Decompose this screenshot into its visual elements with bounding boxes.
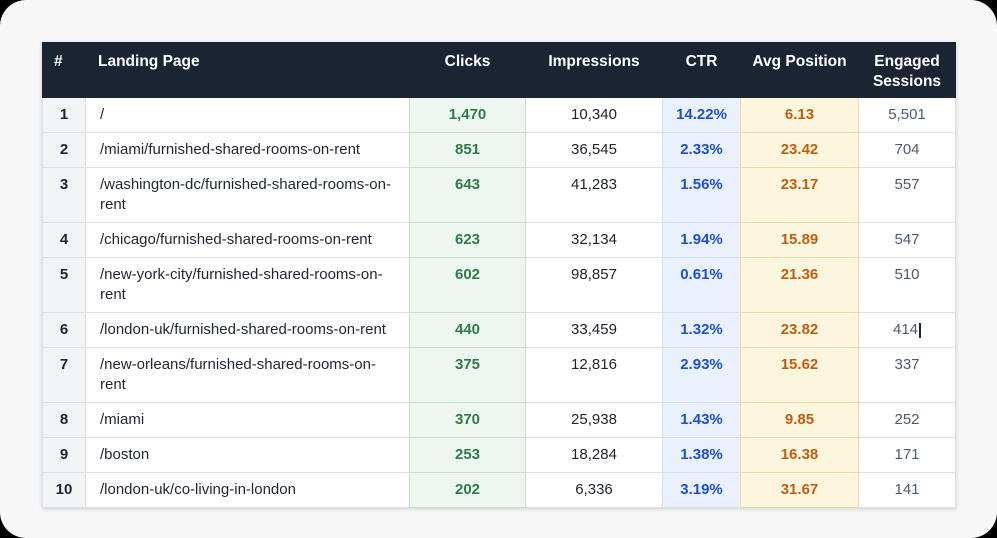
cell-avg-position[interactable]: 23.17 bbox=[740, 167, 859, 223]
cell-engaged-sessions[interactable]: 141 bbox=[858, 472, 956, 508]
cell-clicks[interactable]: 1,470 bbox=[409, 97, 526, 133]
cell-avg-position[interactable]: 23.82 bbox=[740, 312, 859, 348]
table-row: 1 / 1,470 10,340 14.22% 6.13 5,501 bbox=[42, 97, 956, 133]
cell-rank[interactable]: 6 bbox=[42, 312, 86, 348]
cell-rank[interactable]: 5 bbox=[42, 257, 86, 313]
cell-clicks[interactable]: 375 bbox=[409, 347, 526, 403]
cell-impressions[interactable]: 98,857 bbox=[525, 257, 663, 313]
table-header: # Landing Page Clicks Impressions CTR Av… bbox=[42, 42, 956, 98]
table-row: 7 /new-orleans/furnished-shared-rooms-on… bbox=[42, 347, 956, 403]
cell-landing-page[interactable]: /boston bbox=[85, 437, 410, 473]
header-row: # Landing Page Clicks Impressions CTR Av… bbox=[42, 42, 956, 98]
cell-clicks[interactable]: 370 bbox=[409, 402, 526, 438]
cell-ctr[interactable]: 2.33% bbox=[662, 132, 741, 168]
cell-rank[interactable]: 1 bbox=[42, 97, 86, 133]
cell-ctr[interactable]: 1.56% bbox=[662, 167, 741, 223]
table-row: 9 /boston 253 18,284 1.38% 16.38 171 bbox=[42, 437, 956, 473]
table-row: 6 /london-uk/furnished-shared-rooms-on-r… bbox=[42, 312, 956, 348]
cell-avg-position[interactable]: 9.85 bbox=[740, 402, 859, 438]
cell-engaged-sessions[interactable]: 337 bbox=[858, 347, 956, 403]
cell-avg-position[interactable]: 16.38 bbox=[740, 437, 859, 473]
cell-ctr[interactable]: 2.93% bbox=[662, 347, 741, 403]
cell-landing-page[interactable]: /london-uk/co-living-in-london bbox=[85, 472, 410, 508]
cell-clicks[interactable]: 623 bbox=[409, 222, 526, 258]
cell-impressions[interactable]: 18,284 bbox=[525, 437, 663, 473]
cell-impressions[interactable]: 36,545 bbox=[525, 132, 663, 168]
cell-landing-page[interactable]: /new-orleans/furnished-shared-rooms-on-r… bbox=[85, 347, 410, 403]
cell-landing-page[interactable]: /washington-dc/furnished-shared-rooms-on… bbox=[85, 167, 410, 223]
table-row: 8 /miami 370 25,938 1.43% 9.85 252 bbox=[42, 402, 956, 438]
landing-pages-table: # Landing Page Clicks Impressions CTR Av… bbox=[42, 42, 956, 508]
cell-avg-position[interactable]: 23.42 bbox=[740, 132, 859, 168]
cell-engaged-sessions[interactable]: 171 bbox=[858, 437, 956, 473]
cell-avg-position[interactable]: 15.89 bbox=[740, 222, 859, 258]
cell-ctr[interactable]: 1.94% bbox=[662, 222, 741, 258]
cell-ctr[interactable]: 14.22% bbox=[662, 97, 741, 133]
cell-rank[interactable]: 8 bbox=[42, 402, 86, 438]
column-header-clicks: Clicks bbox=[409, 42, 526, 98]
cell-rank[interactable]: 2 bbox=[42, 132, 86, 168]
cell-ctr[interactable]: 1.43% bbox=[662, 402, 741, 438]
table-row: 3 /washington-dc/furnished-shared-rooms-… bbox=[42, 167, 956, 223]
table-row: 10 /london-uk/co-living-in-london 202 6,… bbox=[42, 472, 956, 508]
cell-avg-position[interactable]: 15.62 bbox=[740, 347, 859, 403]
cell-landing-page[interactable]: /miami bbox=[85, 402, 410, 438]
cell-rank[interactable]: 3 bbox=[42, 167, 86, 223]
cell-clicks[interactable]: 440 bbox=[409, 312, 526, 348]
cell-engaged-sessions[interactable]: 547 bbox=[858, 222, 956, 258]
cell-rank[interactable]: 9 bbox=[42, 437, 86, 473]
cell-avg-position[interactable]: 6.13 bbox=[740, 97, 859, 133]
cell-landing-page[interactable]: /new-york-city/furnished-shared-rooms-on… bbox=[85, 257, 410, 313]
cell-rank[interactable]: 10 bbox=[42, 472, 86, 508]
cell-clicks[interactable]: 643 bbox=[409, 167, 526, 223]
table-row: 4 /chicago/furnished-shared-rooms-on-ren… bbox=[42, 222, 956, 258]
column-header-rank: # bbox=[42, 42, 86, 98]
cell-engaged-sessions[interactable]: 252 bbox=[858, 402, 956, 438]
cell-impressions[interactable]: 32,134 bbox=[525, 222, 663, 258]
cell-impressions[interactable]: 6,336 bbox=[525, 472, 663, 508]
cell-ctr[interactable]: 1.32% bbox=[662, 312, 741, 348]
cell-rank[interactable]: 4 bbox=[42, 222, 86, 258]
cell-engaged-sessions[interactable]: 704 bbox=[858, 132, 956, 168]
cell-clicks[interactable]: 253 bbox=[409, 437, 526, 473]
text-cursor bbox=[919, 323, 922, 338]
table-body: 1 / 1,470 10,340 14.22% 6.13 5,501 2 /mi… bbox=[42, 97, 956, 508]
column-header-impressions: Impressions bbox=[525, 42, 663, 98]
table-row: 2 /miami/furnished-shared-rooms-on-rent … bbox=[42, 132, 956, 168]
column-header-avg-position: Avg Position bbox=[740, 42, 859, 98]
cell-impressions[interactable]: 12,816 bbox=[525, 347, 663, 403]
cell-engaged-sessions[interactable]: 557 bbox=[858, 167, 956, 223]
cell-landing-page[interactable]: /chicago/furnished-shared-rooms-on-rent bbox=[85, 222, 410, 258]
cell-engaged-sessions[interactable]: 5,501 bbox=[858, 97, 956, 133]
cell-ctr[interactable]: 1.38% bbox=[662, 437, 741, 473]
cell-rank[interactable]: 7 bbox=[42, 347, 86, 403]
column-header-engaged-sessions: Engaged Sessions bbox=[858, 42, 956, 98]
cell-landing-page[interactable]: /london-uk/furnished-shared-rooms-on-ren… bbox=[85, 312, 410, 348]
cell-landing-page[interactable]: /miami/furnished-shared-rooms-on-rent bbox=[85, 132, 410, 168]
cell-landing-page[interactable]: / bbox=[85, 97, 410, 133]
cell-engaged-sessions[interactable]: 510 bbox=[858, 257, 956, 313]
cell-clicks[interactable]: 851 bbox=[409, 132, 526, 168]
cell-impressions[interactable]: 41,283 bbox=[525, 167, 663, 223]
column-header-ctr: CTR bbox=[662, 42, 741, 98]
cell-avg-position[interactable]: 21.36 bbox=[740, 257, 859, 313]
cell-impressions[interactable]: 33,459 bbox=[525, 312, 663, 348]
cell-ctr[interactable]: 3.19% bbox=[662, 472, 741, 508]
table-row: 5 /new-york-city/furnished-shared-rooms-… bbox=[42, 257, 956, 313]
cell-engaged-sessions[interactable]: 414 bbox=[858, 312, 956, 348]
column-header-landing-page: Landing Page bbox=[85, 42, 410, 98]
cell-impressions[interactable]: 10,340 bbox=[525, 97, 663, 133]
cell-clicks[interactable]: 602 bbox=[409, 257, 526, 313]
cell-avg-position[interactable]: 31.67 bbox=[740, 472, 859, 508]
cell-impressions[interactable]: 25,938 bbox=[525, 402, 663, 438]
cell-ctr[interactable]: 0.61% bbox=[662, 257, 741, 313]
cell-clicks[interactable]: 202 bbox=[409, 472, 526, 508]
